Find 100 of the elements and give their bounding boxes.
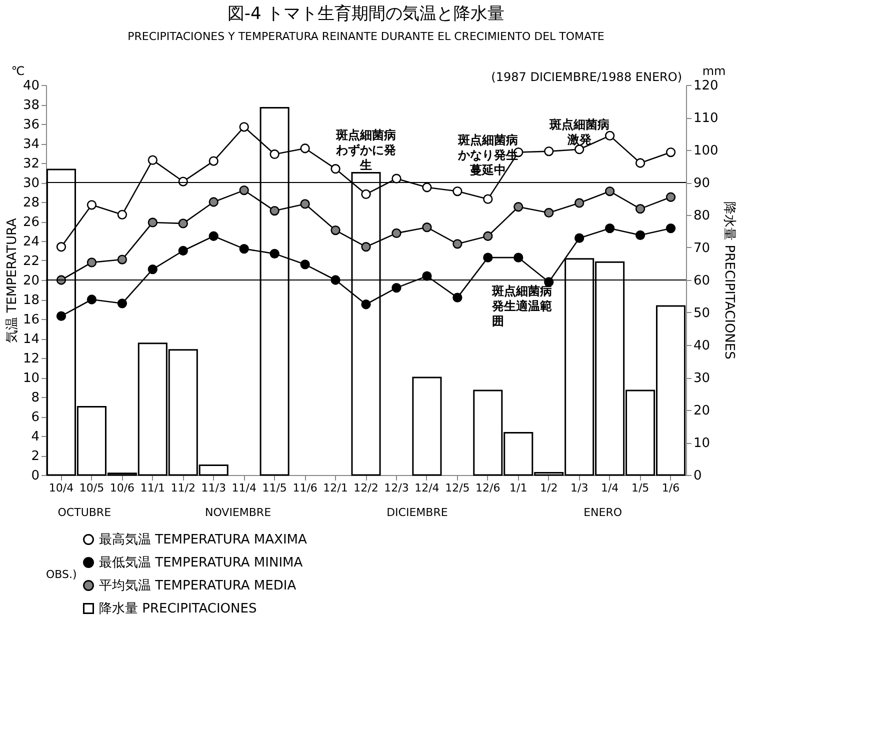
point [178, 218, 188, 228]
x-tick-label: 11/6 [292, 482, 318, 494]
x-tick-label: 11/1 [140, 482, 166, 494]
point [392, 174, 402, 184]
y2-tick-label: 100 [694, 144, 718, 158]
point [666, 192, 676, 202]
point [148, 218, 158, 228]
point [452, 239, 462, 249]
y-tick-label: 34 [22, 137, 40, 152]
point [208, 197, 218, 207]
point [86, 294, 97, 304]
x-tick-label: 1/6 [662, 482, 680, 494]
text: NOVIEMBRE [204, 506, 272, 519]
point [635, 204, 646, 214]
text: mm [702, 64, 726, 78]
text: ℃ [11, 64, 25, 78]
x-tick-label: 11/4 [232, 482, 256, 494]
point [239, 122, 249, 132]
chart-title: 図-4 トマト生育期間の気温と降水量 [227, 4, 505, 24]
y-tick-label: 26 [22, 215, 40, 230]
point [56, 311, 66, 321]
point [635, 230, 646, 240]
x-tick-label: 1/4 [600, 482, 619, 494]
y-tick-label: 22 [22, 254, 40, 269]
point [544, 208, 554, 218]
point [300, 260, 310, 270]
text: ENERO [584, 506, 622, 519]
y-tick-label: 30 [22, 176, 40, 191]
legend-title: OBS.) [46, 568, 77, 581]
y-tick-label: 2 [31, 449, 40, 464]
text: (1987 DICIEMBRE/1988 ENERO) [491, 70, 682, 84]
point [422, 222, 432, 232]
point [270, 149, 280, 160]
point [148, 155, 158, 165]
y-tick-label: 18 [22, 293, 40, 308]
y-tick-label: 14 [22, 332, 40, 347]
point [483, 194, 493, 204]
y2-tick-label: 20 [694, 404, 710, 418]
point [56, 242, 66, 252]
point [361, 189, 371, 200]
y2-tick-label: 40 [694, 338, 710, 354]
x-tick-label: 11/3 [201, 482, 226, 494]
point [178, 246, 188, 256]
x-tick-label: 10/6 [110, 482, 135, 494]
y2-tick-label: 60 [694, 274, 710, 288]
x-tick-label: 11/2 [170, 482, 196, 494]
point [117, 210, 128, 220]
y-tick-label: 12 [22, 352, 40, 366]
point [604, 224, 615, 234]
y-tick-label: 32 [22, 156, 40, 172]
x-tick-label: 12/5 [445, 482, 470, 494]
y-tick-label: 10 [22, 371, 40, 386]
point [574, 233, 584, 243]
legend-label: 最低気温 TEMPERATURA MINIMA [99, 556, 303, 570]
point [330, 164, 340, 174]
x-tick-label: 1/2 [540, 482, 558, 494]
legend-label: 平均気温 TEMPERATURA MEDIA [99, 578, 296, 594]
x-tick-label: 10/4 [48, 482, 74, 494]
legend-label: 降水量 PRECIPITACIONES [99, 602, 257, 616]
y2-tick-label: 80 [694, 208, 710, 224]
bar [412, 376, 442, 476]
point [86, 200, 97, 210]
x-tick-label: 1/5 [631, 482, 650, 494]
y-tick-label: 8 [31, 390, 40, 406]
y2-tick-label: 110 [694, 111, 718, 126]
y-tick-label: 24 [22, 234, 40, 250]
point [239, 185, 249, 196]
point [422, 271, 432, 281]
text: DICIEMBRE [386, 506, 448, 519]
point [117, 298, 128, 308]
chart-subtitle: PRECIPITACIONES Y TEMPERATURA REINANTE DURANTE EL CRECIMIENTO DEL TOMATE [128, 30, 604, 43]
y-tick-label: 0 [31, 468, 40, 484]
point [666, 224, 676, 234]
point [148, 264, 158, 274]
x-tick-label: 11/5 [262, 482, 287, 494]
text: OCTUBRE [58, 506, 112, 519]
point [300, 199, 310, 209]
point [483, 231, 493, 241]
point [86, 258, 97, 268]
point [604, 130, 615, 141]
point [666, 147, 676, 158]
point [208, 156, 218, 166]
point [361, 300, 371, 310]
y-tick-label: 38 [22, 98, 40, 113]
point [117, 254, 128, 264]
point [604, 186, 615, 196]
y2-tick-label: 120 [694, 78, 718, 94]
point [574, 198, 584, 208]
y2-tick-label: 30 [694, 371, 710, 386]
x-tick-label: 12/1 [323, 482, 348, 494]
y2-tick-label: 0 [694, 468, 702, 484]
ref-line-label: 斑点細菌病発生適温範囲 [490, 284, 552, 328]
point [270, 248, 280, 258]
point [208, 231, 218, 241]
point [452, 186, 462, 196]
y-tick-label: 36 [22, 118, 40, 132]
point [483, 252, 493, 262]
point [392, 282, 402, 293]
point [514, 252, 524, 262]
point [330, 225, 340, 236]
